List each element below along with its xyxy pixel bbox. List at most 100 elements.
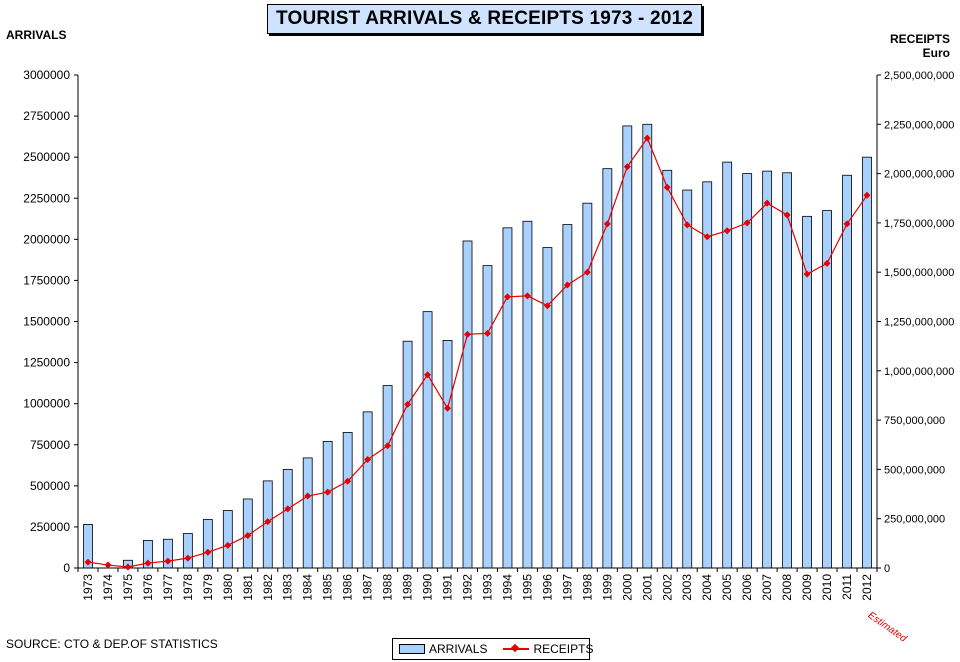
- receipts-point: [184, 554, 192, 562]
- y-right-tick-label: 2,250,000,000: [884, 119, 954, 131]
- x-tick-label: 1989: [401, 574, 415, 601]
- x-tick-label: 1987: [361, 574, 375, 601]
- arrivals-bar: [382, 385, 393, 569]
- arrivals-bar: [802, 215, 812, 569]
- y-left-tick-label: 2250000: [23, 191, 70, 205]
- receipts-point: [104, 561, 112, 569]
- x-tick-label: 1985: [321, 574, 335, 601]
- y-right-tick-label: 250,000,000: [884, 514, 945, 526]
- y-axis-right-label: RECEIPTS: [889, 32, 950, 46]
- y-left-tick-label: 500000: [30, 479, 70, 493]
- receipts-point: [464, 330, 472, 338]
- chart-legend: ARRIVALS RECEIPTS: [392, 638, 593, 660]
- y-left-tick-label: 2500000: [23, 150, 70, 164]
- receipts-point: [404, 400, 412, 408]
- y-left-tick-label: 1000000: [23, 397, 70, 411]
- y-left-tick-label: 1250000: [23, 356, 70, 370]
- arrivals-bar: [522, 220, 533, 569]
- x-tick-label: 2012: [860, 574, 874, 601]
- receipts-point: [523, 292, 531, 300]
- arrivals-bar: [442, 339, 453, 569]
- receipts-point: [563, 281, 571, 289]
- legend-line-swatch: [503, 645, 530, 653]
- y-right-tick-label: 2,000,000,000: [884, 169, 954, 181]
- x-tick-label: 1986: [341, 574, 355, 601]
- y-right-tick-label: 2,500,000,000: [884, 70, 954, 82]
- y-axis-right-unit: Euro: [922, 46, 950, 60]
- chart-title-box: TOURIST ARRIVALS & RECEIPTS 1973 - 2012: [267, 4, 703, 34]
- arrivals-bar: [362, 411, 373, 569]
- legend-bar-swatch: [399, 644, 425, 654]
- receipts-point: [344, 477, 352, 485]
- x-tick-label: 1979: [201, 574, 215, 601]
- receipts-point: [823, 259, 831, 267]
- x-tick-label: 1988: [381, 574, 395, 601]
- x-tick-label: 1975: [121, 574, 135, 601]
- receipts-point: [543, 302, 551, 310]
- source-note: SOURCE: CTO & DEP.OF STATISTICS: [6, 637, 218, 651]
- arrivals-bar: [502, 227, 513, 569]
- x-tick-label: 1982: [261, 574, 275, 601]
- x-tick-label: 1978: [181, 574, 195, 601]
- receipts-point: [424, 371, 432, 379]
- arrivals-bar: [682, 189, 693, 569]
- receipts-point: [703, 233, 711, 241]
- receipts-point: [204, 548, 212, 556]
- axis-ticks: 0 250000 500000 750000 1000000 1250000 1500000…: [23, 68, 954, 601]
- receipts-point: [224, 541, 232, 549]
- x-tick-label: 1984: [301, 574, 315, 601]
- legend-label-arrivals: ARRIVALS: [429, 642, 488, 656]
- y-axis-left-title: ARRIVALS: [6, 28, 67, 42]
- arrivals-bar: [782, 172, 793, 569]
- x-tick-label: 1992: [461, 574, 475, 601]
- y-right-tick-label: 1,250,000,000: [884, 317, 954, 329]
- arrivals-bar: [322, 441, 333, 569]
- x-tick-label: 1995: [520, 574, 534, 601]
- y-left-tick-label: 1750000: [23, 273, 70, 287]
- receipts-point: [603, 220, 611, 228]
- arrivals-bar: [302, 457, 313, 569]
- receipts-point: [663, 183, 671, 191]
- y-left-tick-label: 3000000: [23, 68, 70, 82]
- receipts-point: [763, 199, 771, 207]
- chart-axes: [77, 75, 878, 569]
- receipts-point: [144, 559, 152, 567]
- arrivals-bars: [83, 123, 872, 569]
- arrivals-bar: [662, 169, 673, 569]
- x-tick-label: 1981: [241, 574, 255, 601]
- x-tick-label: 2008: [780, 574, 794, 601]
- x-tick-label: 1973: [81, 574, 95, 601]
- x-tick-label: 1974: [101, 574, 115, 601]
- x-tick-label: 2005: [720, 574, 734, 601]
- x-tick-label: 1977: [161, 574, 175, 601]
- x-tick-label: 2009: [800, 574, 814, 601]
- receipts-point: [503, 293, 511, 301]
- arrivals-bar: [862, 156, 872, 569]
- x-tick-label: 2011: [840, 574, 854, 600]
- receipts-point: [364, 456, 372, 464]
- arrivals-bar: [582, 202, 593, 569]
- receipts-point: [483, 329, 491, 337]
- receipts-point: [683, 221, 691, 229]
- x-tick-label: 1999: [600, 574, 614, 601]
- arrivals-bar: [622, 125, 633, 569]
- x-tick-label: 1996: [540, 574, 554, 601]
- arrivals-bar: [742, 173, 753, 569]
- x-tick-label: 1980: [221, 574, 235, 601]
- arrivals-bar: [642, 123, 653, 569]
- y-right-tick-label: 500,000,000: [884, 464, 945, 476]
- legend-item-arrivals: ARRIVALS: [399, 642, 487, 656]
- y-right-tick-label: 1,500,000,000: [884, 267, 954, 279]
- receipts-point: [803, 270, 811, 278]
- receipts-point: [743, 219, 751, 227]
- x-tick-label: 2007: [760, 574, 774, 601]
- arrivals-bar: [602, 168, 613, 569]
- receipts-point: [124, 563, 132, 571]
- x-tick-label: 1983: [281, 574, 295, 601]
- x-tick-label: 1994: [500, 574, 514, 601]
- arrivals-bar: [422, 311, 433, 569]
- y-left-tick-label: 750000: [30, 438, 70, 452]
- receipts-point: [304, 492, 312, 500]
- y-left-tick-label: 250000: [30, 520, 70, 534]
